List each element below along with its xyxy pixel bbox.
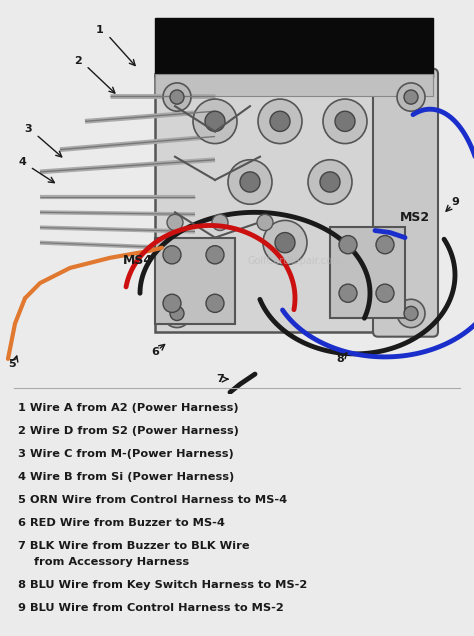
Text: 1: 1: [96, 25, 104, 36]
Circle shape: [193, 99, 237, 144]
Text: MS4: MS4: [123, 254, 153, 267]
Circle shape: [320, 172, 340, 192]
FancyBboxPatch shape: [373, 69, 438, 336]
Bar: [330, 228, 405, 319]
Circle shape: [258, 99, 302, 144]
Text: 2 Wire D from S2 (Power Harness): 2 Wire D from S2 (Power Harness): [18, 425, 239, 436]
Text: 8: 8: [336, 354, 344, 364]
Text: 1 Wire A from A2 (Power Harness): 1 Wire A from A2 (Power Harness): [18, 403, 238, 413]
Text: 3: 3: [24, 125, 32, 134]
Text: 8 BLU Wire from Key Switch Harness to MS-2: 8 BLU Wire from Key Switch Harness to MS…: [18, 580, 307, 590]
Circle shape: [308, 160, 352, 204]
Circle shape: [263, 221, 307, 265]
Circle shape: [339, 284, 357, 302]
Circle shape: [170, 307, 184, 321]
Circle shape: [205, 111, 225, 132]
Bar: [155, 238, 235, 324]
Text: 7: 7: [216, 374, 224, 384]
Circle shape: [323, 99, 367, 144]
Circle shape: [163, 83, 191, 111]
Circle shape: [206, 294, 224, 312]
Circle shape: [163, 294, 181, 312]
Circle shape: [397, 300, 425, 328]
Bar: [155, 74, 433, 96]
Circle shape: [167, 214, 183, 230]
Text: 6 RED Wire from Buzzer to MS-4: 6 RED Wire from Buzzer to MS-4: [18, 518, 225, 528]
Circle shape: [212, 214, 228, 230]
Circle shape: [275, 233, 295, 252]
Circle shape: [228, 160, 272, 204]
Circle shape: [404, 90, 418, 104]
Text: 7 BLK Wire from Buzzer to BLK Wire: 7 BLK Wire from Buzzer to BLK Wire: [18, 541, 250, 551]
Circle shape: [163, 300, 191, 328]
Bar: [155, 18, 433, 77]
Text: 9: 9: [451, 197, 459, 207]
Bar: [155, 74, 433, 331]
Circle shape: [335, 111, 355, 132]
Text: from Accessory Harness: from Accessory Harness: [18, 557, 189, 567]
Circle shape: [206, 245, 224, 264]
Circle shape: [376, 235, 394, 254]
Text: 3 Wire C from M-(Power Harness): 3 Wire C from M-(Power Harness): [18, 449, 234, 459]
Text: 5 ORN Wire from Control Harness to MS-4: 5 ORN Wire from Control Harness to MS-4: [18, 495, 287, 505]
Text: 6: 6: [151, 347, 159, 357]
Circle shape: [339, 235, 357, 254]
Text: GolfCartRepair.com: GolfCartRepair.com: [248, 256, 342, 266]
Circle shape: [270, 111, 290, 132]
Circle shape: [257, 214, 273, 230]
Circle shape: [170, 90, 184, 104]
Text: 2: 2: [74, 56, 82, 66]
Circle shape: [404, 307, 418, 321]
Text: MS2: MS2: [400, 211, 430, 224]
Text: 9 BLU Wire from Control Harness to MS-2: 9 BLU Wire from Control Harness to MS-2: [18, 603, 284, 613]
Circle shape: [376, 284, 394, 302]
Text: 4 Wire B from Si (Power Harness): 4 Wire B from Si (Power Harness): [18, 472, 234, 481]
Text: 5: 5: [8, 359, 16, 369]
Circle shape: [397, 83, 425, 111]
Circle shape: [163, 245, 181, 264]
Circle shape: [240, 172, 260, 192]
Text: 4: 4: [18, 156, 26, 167]
